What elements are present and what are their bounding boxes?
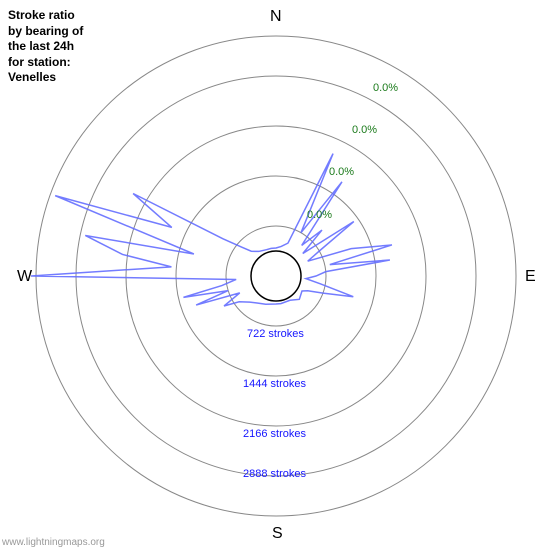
ring-label-percent: 0.0% [307, 209, 332, 221]
attribution: www.lightningmaps.org [2, 537, 105, 548]
ring-label-strokes: 2888 strokes [243, 468, 306, 480]
ring-label-strokes: 2166 strokes [243, 428, 306, 440]
ring-label-percent: 0.0% [373, 82, 398, 94]
compass-s: S [272, 525, 283, 543]
compass-w: W [17, 268, 32, 286]
compass-e: E [525, 268, 536, 286]
ring-label-strokes: 1444 strokes [243, 378, 306, 390]
compass-n: N [270, 8, 282, 26]
ring-label-percent: 0.0% [352, 124, 377, 136]
ring-label-percent: 0.0% [329, 166, 354, 178]
ring-label-strokes: 722 strokes [247, 328, 304, 340]
